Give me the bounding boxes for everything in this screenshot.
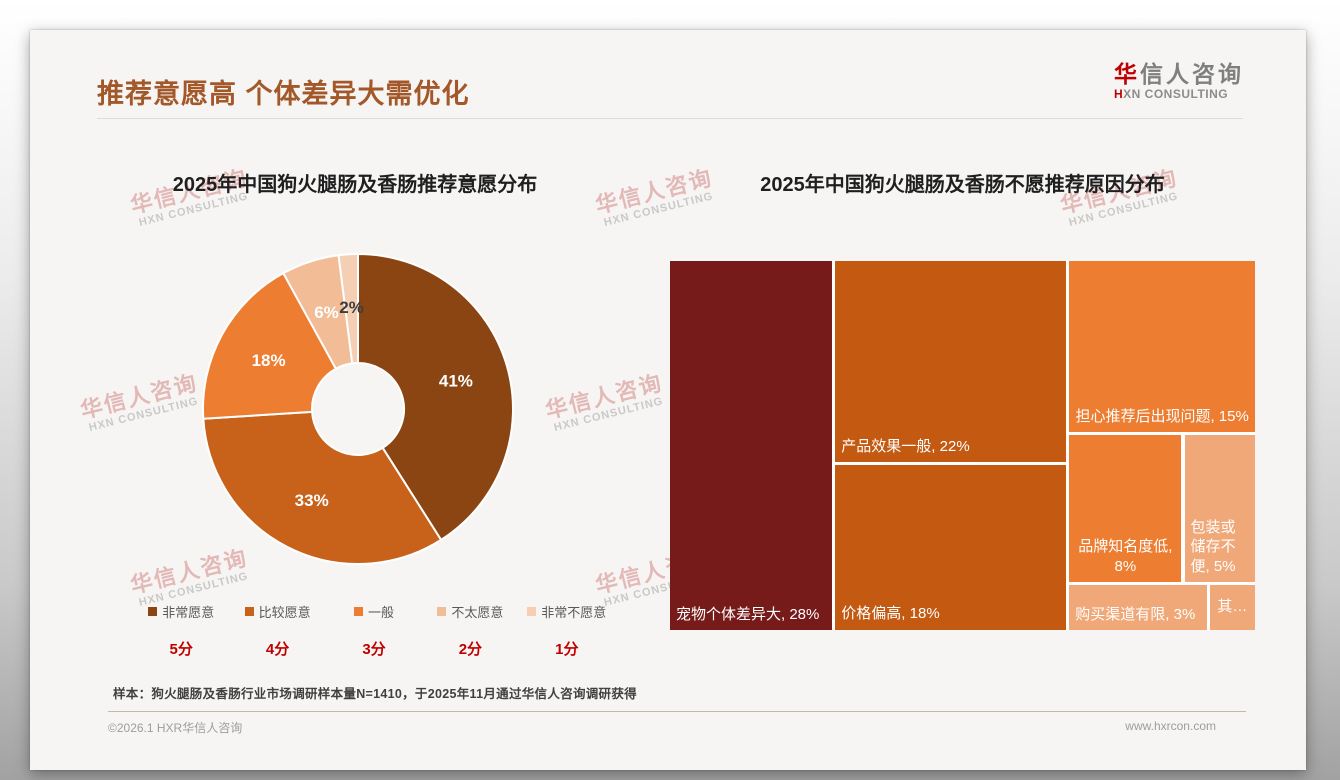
- treemap-chart: 宠物个体差异大, 28% 产品效果一般, 22% 价格偏高, 18% 担心推荐后出现问…: [670, 261, 1255, 630]
- score-label: 4分: [265, 641, 290, 658]
- legend-item: 非常不愿意: [519, 602, 615, 621]
- treemap-block-label: 品牌知名度低, 8%: [1078, 538, 1173, 575]
- treemap-block-label: 产品效果一般, 22%: [841, 437, 970, 455]
- legend-swatch: [244, 607, 254, 616]
- legend-label: 非常不愿意: [541, 605, 607, 620]
- treemap-block-label: 价格偏高, 18%: [841, 605, 940, 623]
- donut-value-label: 2%: [339, 298, 364, 317]
- legend-label: 比较愿意: [258, 605, 311, 620]
- treemap-block-label: 包装或储存不便, 5%: [1190, 518, 1236, 575]
- legend-item: 比较愿意: [229, 602, 325, 621]
- legend-swatch: [437, 607, 447, 616]
- footer-url: www.hxrcon.com: [1125, 719, 1216, 733]
- donut-value-label: 33%: [295, 491, 329, 510]
- brand-logo-english: HXN CONSULTING: [1114, 87, 1229, 102]
- treemap-block-5: 品牌知名度低, 8%: [1069, 435, 1182, 583]
- score-label: 5分: [169, 641, 193, 658]
- score-label: 3分: [362, 641, 386, 658]
- treemap-block-3: 价格偏高, 18%: [835, 465, 1067, 630]
- legend-item: 非常愿意: [133, 602, 229, 621]
- score-label: 2分: [458, 641, 483, 658]
- donut-chart: 41% 33% 18% 6% 2%: [202, 252, 514, 565]
- donut-legend: 非常愿意 比较愿意 一般 不太愿意 非常不愿意: [133, 602, 615, 621]
- donut-value-label: 41%: [439, 372, 473, 391]
- donut-value-label: 18%: [252, 351, 286, 370]
- treemap-block-7: 购买渠道有限, 3%: [1069, 585, 1207, 630]
- score-label: 1分: [555, 641, 579, 658]
- treemap-block-6: 包装或储存不便, 5%: [1184, 435, 1255, 583]
- brand-logo-chinese: 华信人咨询: [1114, 61, 1244, 87]
- legend-swatch: [527, 607, 537, 616]
- slide: 华信人咨询 HXN CONSULTING 华信人咨询 HXN CONSULTING 华信…: [30, 30, 1306, 770]
- sample-footnote: 样本：狗火腿肠及香肠行业市场调研样本量N=1410，于2025年11月通过华信人…: [113, 687, 637, 701]
- brand-logo: 华信人咨询 HXN CONSULTING: [1114, 61, 1244, 102]
- treemap-block-label: 其…: [1217, 597, 1248, 615]
- treemap-block-label: 宠物个体差异大, 28%: [676, 605, 820, 623]
- page-title: 推荐意愿高 个体差异大需优化: [97, 79, 470, 109]
- donut-chart-title: 2025年中国狗火腿肠及香肠推荐意愿分布: [172, 174, 538, 196]
- footer-copyright: ©2026.1 HXR华信人咨询: [108, 721, 243, 735]
- treemap-block-label: 担心推荐后出现问题, 15%: [1075, 407, 1249, 425]
- score-row: 5分 4分 3分 2分 1分: [133, 638, 615, 659]
- legend-label: 一般: [367, 605, 394, 620]
- legend-item: 不太愿意: [422, 602, 518, 621]
- legend-label: 非常愿意: [162, 605, 215, 620]
- treemap-block-label: 购买渠道有限, 3%: [1075, 605, 1196, 623]
- donut-slice-2: [202, 410, 443, 565]
- title-divider: [97, 118, 1243, 119]
- donut-slice-5: [337, 252, 359, 365]
- treemap-block-8: 其…: [1209, 585, 1255, 630]
- donut-value-label: 6%: [314, 303, 339, 322]
- legend-item: 一般: [326, 602, 422, 621]
- legend-swatch: [353, 607, 363, 616]
- legend-label: 不太愿意: [451, 605, 504, 620]
- treemap-block-4: 担心推荐后出现问题, 15%: [1069, 261, 1255, 433]
- treemap-chart-title: 2025年中国狗火腿肠及香肠不愿推荐原因分布: [760, 174, 1165, 196]
- legend-swatch: [148, 607, 158, 616]
- footer-divider: [108, 711, 1246, 712]
- treemap-block-1: 宠物个体差异大, 28%: [670, 261, 833, 630]
- treemap-block-2: 产品效果一般, 22%: [835, 261, 1067, 463]
